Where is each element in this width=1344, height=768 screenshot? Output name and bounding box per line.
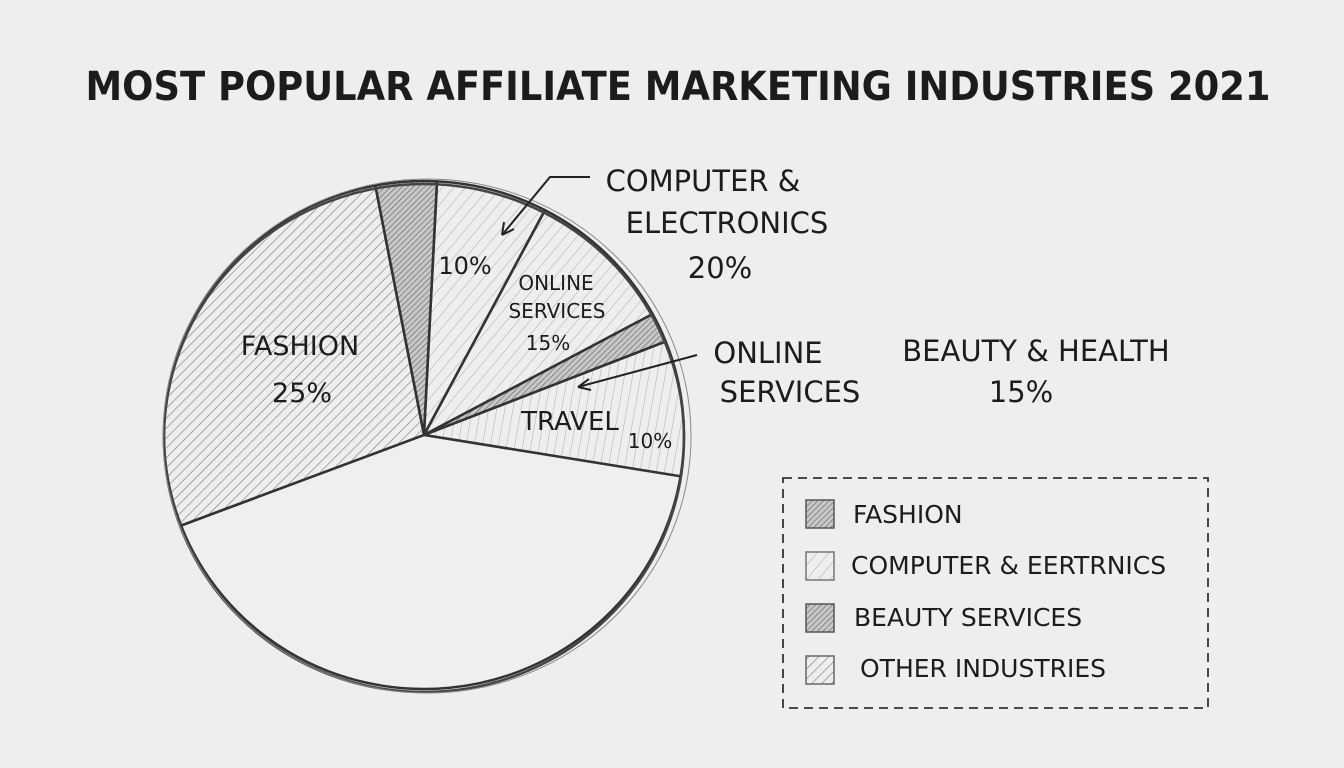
legend-label-beauty: BEAUTY SERVICES: [854, 603, 1082, 632]
legend-label-other: OTHER INDUSTRIES: [860, 654, 1106, 683]
slice-10-value: 10%: [438, 252, 491, 280]
svg-text:SERVICES: SERVICES: [720, 375, 861, 409]
legend-label-fashion: FASHION: [853, 500, 963, 529]
legend-swatch-beauty: [805, 603, 835, 633]
legend-label-computer: COMPUTER & EERTRNICS: [851, 551, 1166, 580]
svg-text:ELECTRONICS: ELECTRONICS: [626, 206, 829, 240]
svg-text:15%: 15%: [989, 375, 1053, 409]
fashion-label: FASHION: [241, 331, 359, 362]
legend-swatch-computer: [805, 551, 835, 581]
legend-box: [782, 477, 1209, 709]
legend-swatch-fashion: [805, 499, 835, 529]
pie-slice-online-services: [422, 208, 654, 437]
pie-outline: [162, 182, 686, 694]
pie-slice-unlabeled-1: [422, 180, 547, 437]
online-services-value: 15%: [526, 331, 570, 355]
pie-outline-sketch: [162, 178, 692, 694]
online-services-label-2: SERVICES: [508, 299, 605, 323]
arrow-icon: [501, 176, 590, 236]
svg-text:BEAUTY & HEALTH: BEAUTY & HEALTH: [902, 334, 1169, 368]
arrow-icon: [577, 354, 698, 391]
svg-text:ONLINE: ONLINE: [713, 336, 822, 370]
legend-swatch-other: [805, 655, 835, 685]
travel-label: TRAVEL: [520, 407, 619, 437]
svg-text:COMPUTER &: COMPUTER &: [606, 164, 801, 198]
annotation-beauty-health: BEAUTY & HEALTH 15%: [902, 334, 1169, 409]
annotation-online-services: ONLINE SERVICES: [577, 336, 861, 409]
chart-title: MOST POPULAR AFFILIATE MARKETING INDUSTR…: [86, 64, 1271, 110]
travel-value: 10%: [628, 429, 672, 453]
pie-slice-unlabeled-5: [179, 433, 682, 691]
fashion-value: 25%: [272, 378, 332, 409]
pie-slices: [162, 179, 686, 691]
annotation-computer-electronics: COMPUTER & ELECTRONICS 20%: [501, 164, 829, 285]
legend: FASHION COMPUTER & EERTRNICS BEAUTY SERV…: [782, 477, 1209, 709]
svg-text:20%: 20%: [688, 251, 752, 285]
online-services-label-1: ONLINE: [518, 271, 593, 295]
